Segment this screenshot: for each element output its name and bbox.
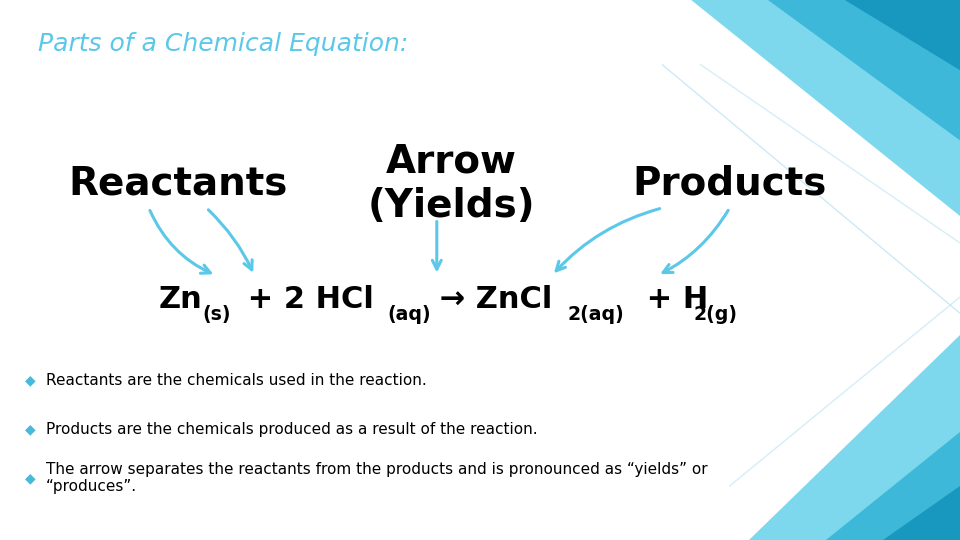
Text: → ZnCl: → ZnCl (429, 285, 553, 314)
Text: The arrow separates the reactants from the products and is pronounced as “yields: The arrow separates the reactants from t… (46, 462, 708, 494)
Text: 2(aq): 2(aq) (567, 305, 624, 325)
Text: Reactants: Reactants (68, 165, 287, 202)
Text: Zn: Zn (158, 285, 203, 314)
Polygon shape (826, 432, 960, 540)
Text: Reactants are the chemicals used in the reaction.: Reactants are the chemicals used in the … (46, 373, 427, 388)
Text: Parts of a Chemical Equation:: Parts of a Chemical Equation: (38, 32, 409, 56)
Text: Products are the chemicals produced as a result of the reaction.: Products are the chemicals produced as a… (46, 422, 538, 437)
Text: ◆: ◆ (25, 374, 36, 388)
Polygon shape (883, 486, 960, 540)
Text: Products: Products (633, 165, 827, 202)
Text: ◆: ◆ (25, 422, 36, 436)
Text: (aq): (aq) (387, 305, 430, 325)
Polygon shape (768, 0, 960, 140)
Polygon shape (749, 335, 960, 540)
Text: ◆: ◆ (25, 471, 36, 485)
Text: 2(g): 2(g) (693, 305, 737, 325)
Text: + 2 HCl: + 2 HCl (237, 285, 374, 314)
Text: + H: + H (636, 285, 708, 314)
Text: Arrow
(Yields): Arrow (Yields) (368, 143, 535, 225)
Text: (s): (s) (203, 305, 231, 325)
Polygon shape (845, 0, 960, 70)
Polygon shape (691, 0, 960, 216)
